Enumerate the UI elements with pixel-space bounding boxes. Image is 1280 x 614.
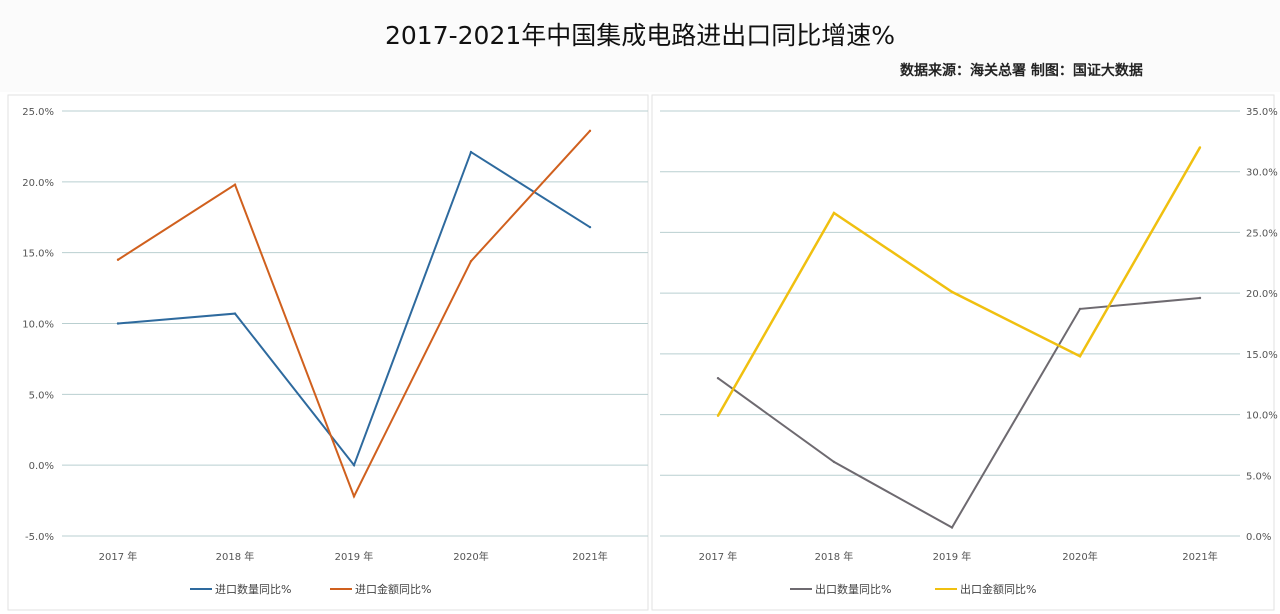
y-tick-label: 25.0% xyxy=(22,107,54,118)
data-point xyxy=(1078,307,1082,311)
legend-label: 进口数量同比% xyxy=(215,583,291,596)
data-point xyxy=(1198,296,1202,300)
y-tick-label: 10.0% xyxy=(22,320,54,331)
source-note: 数据来源：海关总署 制图：国证大数据 xyxy=(900,63,1143,79)
right-panel-frame xyxy=(651,94,1275,611)
y-tick-label: 15.0% xyxy=(22,249,54,260)
y-tick-label: 25.0% xyxy=(1246,228,1278,239)
y-tick-label: 0.0% xyxy=(1246,532,1271,543)
y-tick-label: 5.0% xyxy=(29,390,54,401)
data-point xyxy=(832,211,836,215)
x-tick-label: 2021年 xyxy=(1182,550,1217,563)
y-tick-label: 10.0% xyxy=(1246,411,1278,422)
y-tick-label: 20.0% xyxy=(1246,289,1278,300)
series-line xyxy=(717,297,1201,529)
series-line xyxy=(117,130,591,499)
y-tick-label: 0.0% xyxy=(29,461,54,472)
legend-label: 出口数量同比% xyxy=(815,582,891,596)
left-panel-frame xyxy=(7,94,649,611)
data-point xyxy=(116,322,120,325)
data-point xyxy=(233,312,237,315)
x-tick-label: 2020年 xyxy=(1062,550,1097,563)
header-band xyxy=(0,0,1280,92)
data-point xyxy=(116,258,120,261)
series-line xyxy=(716,146,1202,417)
x-tick-label: 2017 年 xyxy=(699,550,738,563)
data-point xyxy=(588,225,592,229)
data-point xyxy=(352,495,356,498)
data-point xyxy=(950,290,954,294)
data-point xyxy=(233,183,237,186)
x-tick-label: 2020年 xyxy=(453,550,488,563)
data-point xyxy=(716,376,720,380)
y-tick-label: 35.0% xyxy=(1246,107,1278,118)
y-tick-label: 5.0% xyxy=(1246,471,1271,482)
data-point xyxy=(1078,355,1082,358)
x-tick-label: 2018 年 xyxy=(815,550,854,563)
series-line xyxy=(117,150,591,468)
data-point xyxy=(588,129,592,133)
y-tick-label: 20.0% xyxy=(22,178,54,189)
data-point xyxy=(832,460,836,464)
chart-title: 2017-2021年中国集成电路进出口同比增速% xyxy=(384,21,896,50)
data-point xyxy=(352,463,356,467)
x-tick-label: 2019 年 xyxy=(933,550,972,563)
data-point xyxy=(1198,146,1202,149)
data-point xyxy=(469,150,473,154)
y-tick-label: 15.0% xyxy=(1246,350,1278,361)
x-tick-label: 2018 年 xyxy=(216,550,255,563)
x-tick-label: 2017 年 xyxy=(99,550,138,563)
x-tick-label: 2021年 xyxy=(572,550,607,563)
data-point xyxy=(950,526,954,529)
x-tick-label: 2019 年 xyxy=(335,550,374,563)
legend-label: 出口金额同比% xyxy=(960,582,1036,596)
legend-label: 进口金额同比% xyxy=(355,582,431,596)
data-point xyxy=(469,259,473,263)
data-point xyxy=(716,414,720,417)
y-tick-label: -5.0% xyxy=(25,532,54,543)
y-tick-label: 30.0% xyxy=(1246,168,1278,179)
